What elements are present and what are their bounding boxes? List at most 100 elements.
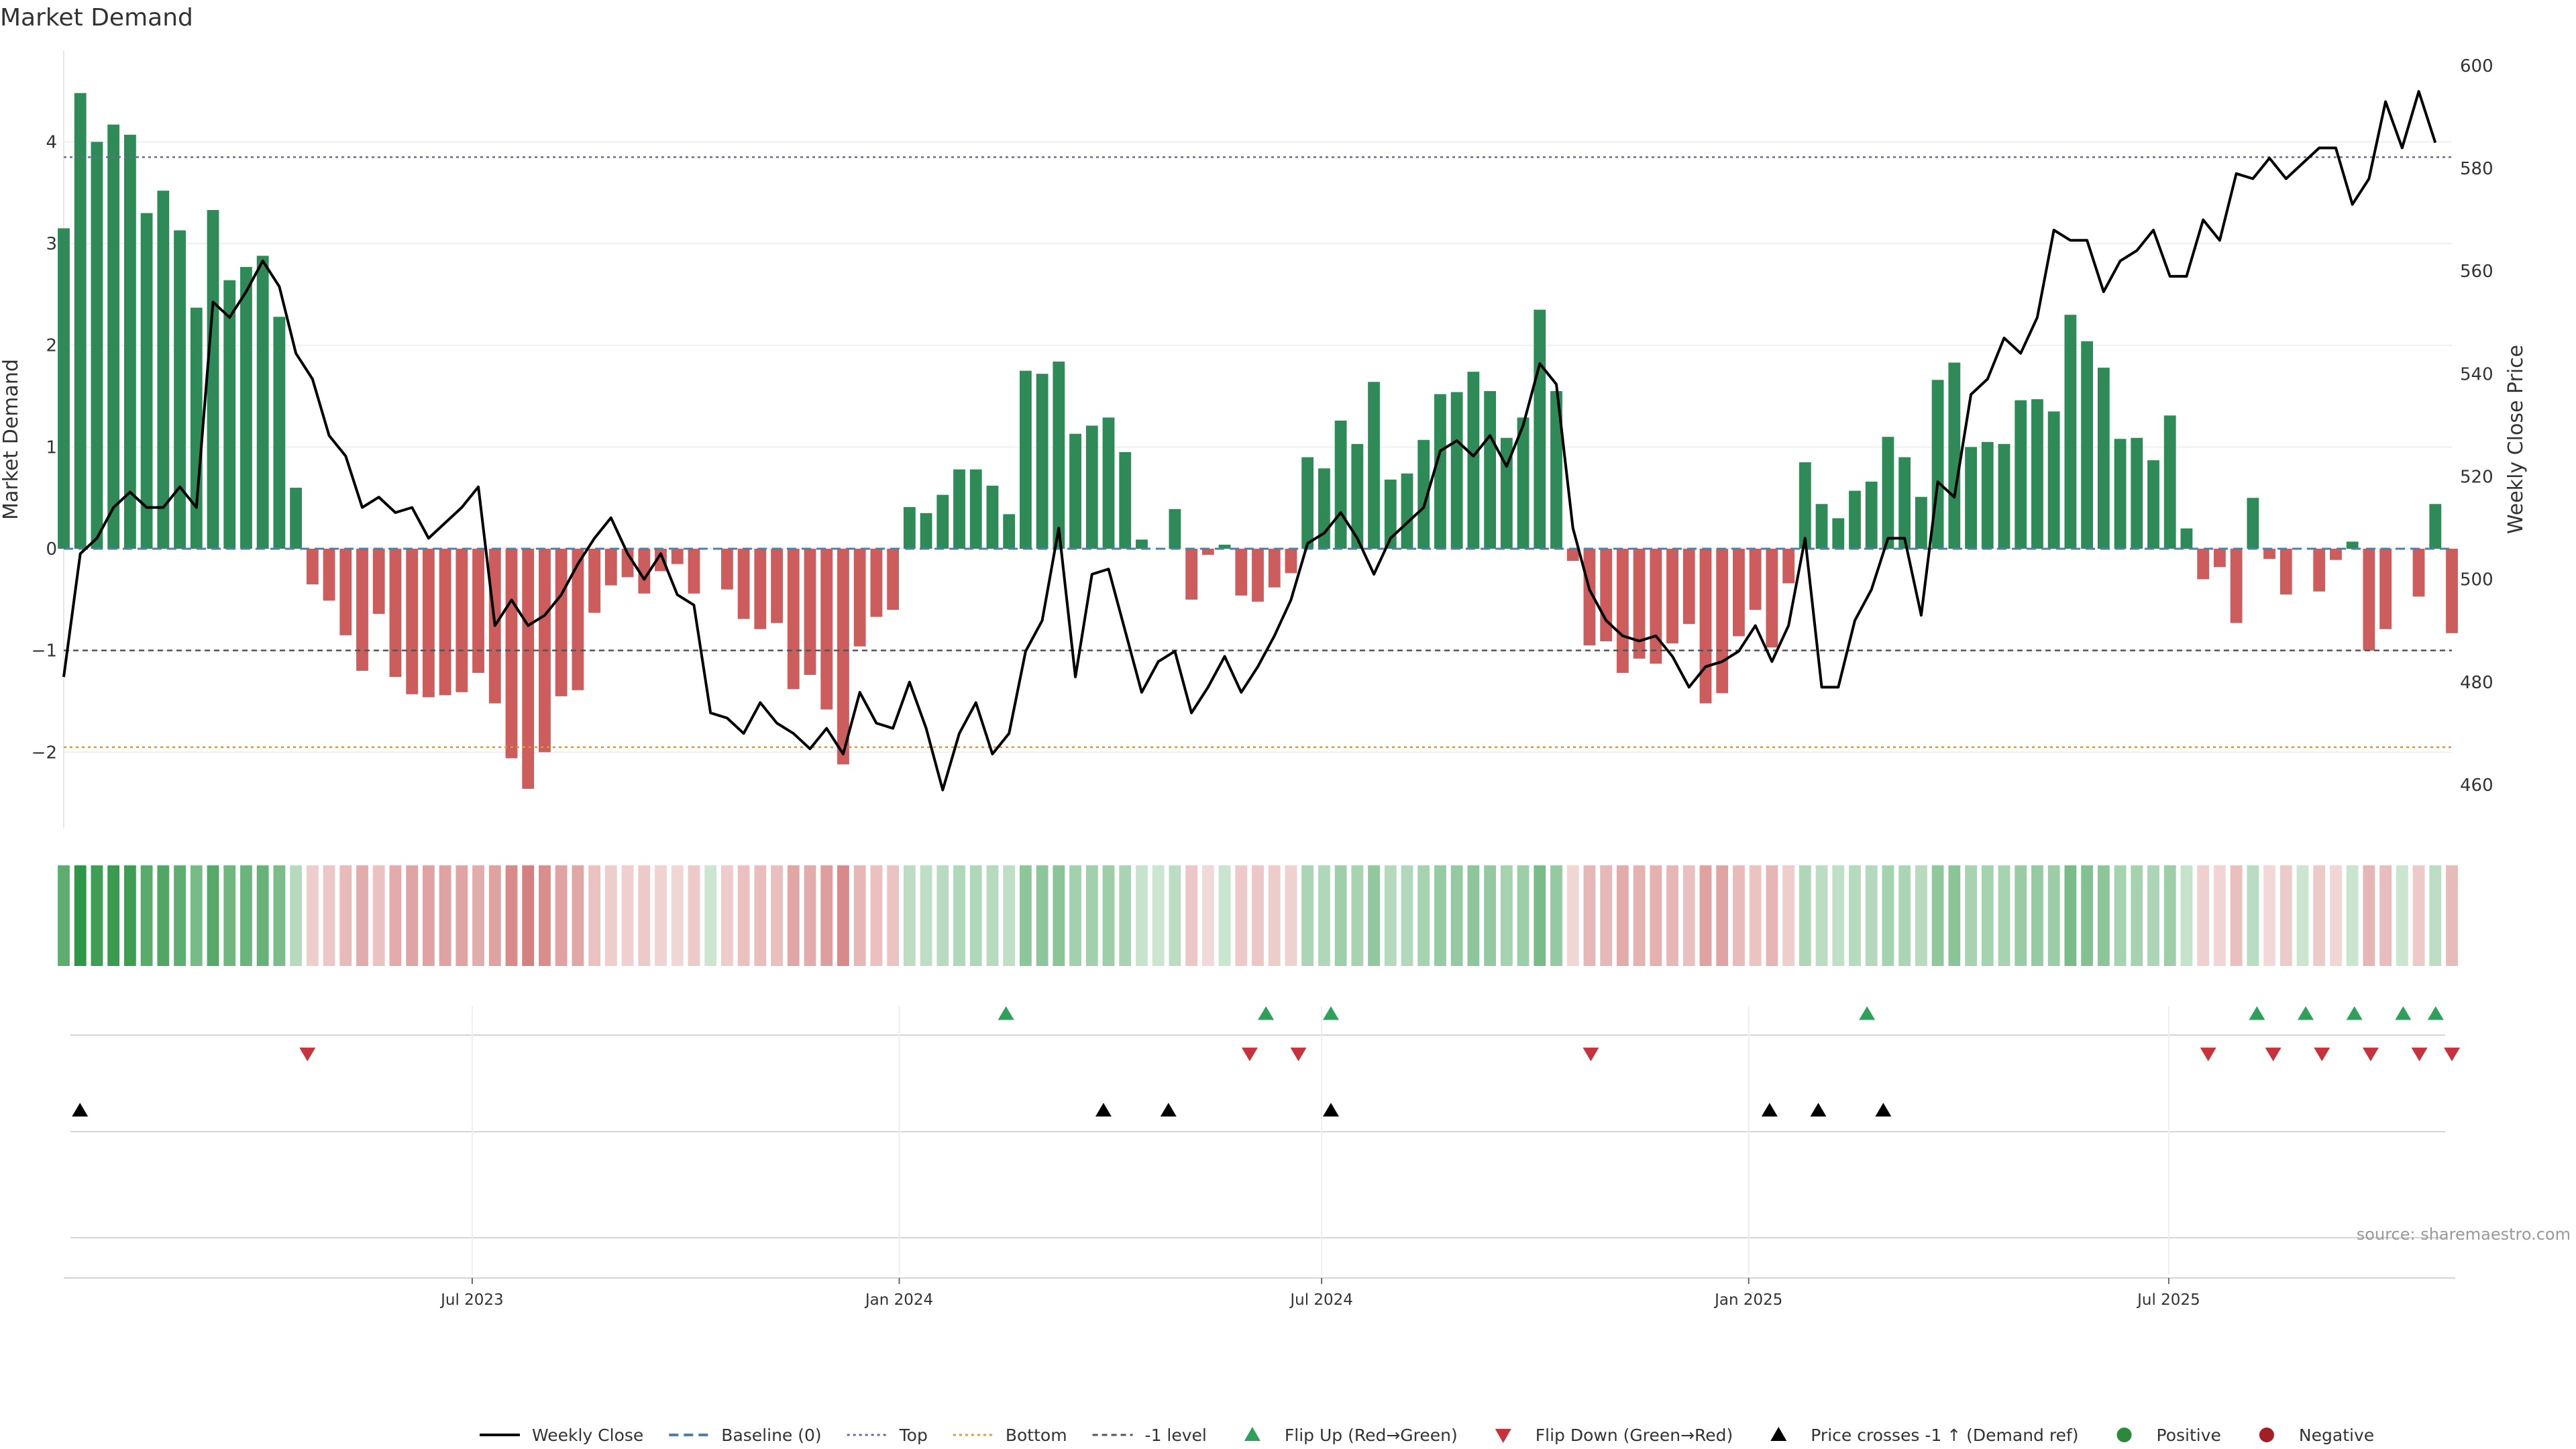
legend: Weekly Close Baseline (0) Top Bottom -1 leve… bbox=[480, 1426, 2374, 1445]
heat-cell bbox=[356, 865, 368, 966]
left-tick-label: 2 bbox=[46, 336, 57, 356]
heat-cell bbox=[422, 865, 435, 966]
x-tick-label: Jan 2025 bbox=[1713, 1291, 1782, 1309]
heat-cell bbox=[1318, 865, 1330, 966]
flip-down-marker bbox=[1290, 1047, 1307, 1061]
heat-cell bbox=[2330, 865, 2342, 966]
demand-bar bbox=[339, 549, 352, 635]
heat-cell bbox=[1799, 865, 1811, 966]
demand-bar bbox=[2279, 549, 2292, 595]
demand-bar bbox=[936, 494, 949, 549]
heat-cell bbox=[91, 865, 103, 966]
heat-cell bbox=[1733, 865, 1745, 966]
heat-cell bbox=[2363, 865, 2375, 966]
demand-bar bbox=[190, 307, 203, 549]
demand-bar bbox=[2330, 549, 2342, 560]
demand-bar bbox=[2429, 504, 2442, 549]
heat-cell bbox=[2429, 865, 2442, 966]
heat-cell bbox=[1600, 865, 1613, 966]
left-tick-label: 0 bbox=[46, 539, 57, 559]
legend-swatch-triangle-up bbox=[1770, 1427, 1787, 1441]
heat-cell bbox=[604, 865, 617, 966]
demand-bar bbox=[2313, 549, 2326, 592]
chart-title: Market Demand bbox=[0, 4, 193, 32]
heat-cell bbox=[58, 865, 70, 966]
demand-bar bbox=[1003, 514, 1016, 549]
heat-cell bbox=[157, 865, 170, 966]
heat-cell bbox=[1301, 865, 1314, 966]
heat-cell bbox=[1268, 865, 1281, 966]
flip-down-marker bbox=[2362, 1047, 2379, 1061]
heat-cell bbox=[1417, 865, 1430, 966]
demand-bar bbox=[522, 549, 535, 789]
right-tick-label: 460 bbox=[2460, 775, 2493, 796]
demand-bar bbox=[91, 142, 103, 549]
heat-cell bbox=[1119, 865, 1132, 966]
demand-bar bbox=[223, 280, 236, 549]
heat-cell bbox=[107, 865, 120, 966]
demand-bar bbox=[372, 549, 385, 614]
heat-cell bbox=[1285, 865, 1297, 966]
demand-bar bbox=[1136, 539, 1148, 549]
heat-cell bbox=[737, 865, 750, 966]
price-cross-marker bbox=[72, 1103, 89, 1117]
flip-up-marker bbox=[998, 1006, 1014, 1020]
demand-bar bbox=[174, 230, 186, 549]
price-cross-marker bbox=[1875, 1103, 1892, 1117]
demand-bar bbox=[2213, 549, 2226, 568]
demand-bar bbox=[1550, 390, 1562, 549]
price-cross-marker bbox=[1761, 1103, 1778, 1117]
heat-strip-panel bbox=[58, 865, 2458, 966]
heat-cell bbox=[1898, 865, 1911, 966]
demand-bar bbox=[2097, 368, 2110, 549]
demand-bar bbox=[2015, 400, 2027, 549]
demand-bar bbox=[1036, 374, 1049, 549]
heat-cell bbox=[1136, 865, 1148, 966]
legend-swatch-triangle-up bbox=[1244, 1427, 1260, 1441]
heat-cell bbox=[588, 865, 601, 966]
demand-bar bbox=[290, 488, 303, 549]
heat-cell bbox=[1085, 865, 1098, 966]
right-tick-label: 520 bbox=[2460, 468, 2493, 488]
legend-label: Bottom bbox=[1006, 1426, 1067, 1445]
flip-up-marker bbox=[2346, 1006, 2363, 1020]
heat-cell bbox=[190, 865, 203, 966]
heat-cell bbox=[389, 865, 402, 966]
demand-bar bbox=[1235, 549, 1248, 596]
heat-cell bbox=[986, 865, 999, 966]
demand-bar bbox=[1351, 443, 1364, 549]
demand-bar bbox=[2412, 549, 2425, 597]
heat-cell bbox=[2147, 865, 2159, 966]
heat-cell bbox=[969, 865, 982, 966]
demand-bar bbox=[1334, 420, 1347, 549]
heat-cell bbox=[1434, 865, 1446, 966]
heat-cell bbox=[1534, 865, 1546, 966]
heat-cell bbox=[1865, 865, 1878, 966]
demand-bar bbox=[472, 549, 484, 673]
demand-bar bbox=[1218, 544, 1231, 549]
flip-down-marker bbox=[1241, 1047, 1258, 1061]
demand-bar bbox=[455, 549, 468, 692]
heat-cell bbox=[638, 865, 651, 966]
right-tick-label: 600 bbox=[2460, 56, 2493, 76]
demand-bar bbox=[837, 549, 849, 765]
demand-bar bbox=[157, 191, 170, 549]
heat-cell bbox=[2279, 865, 2292, 966]
demand-bar bbox=[1384, 479, 1397, 549]
demand-bar bbox=[1450, 392, 1463, 549]
heat-cell bbox=[2247, 865, 2259, 966]
demand-bar bbox=[2247, 498, 2259, 549]
flip-down-marker bbox=[1582, 1047, 1599, 1061]
heat-cell bbox=[1384, 865, 1397, 966]
legend-swatch-triangle-down bbox=[1495, 1429, 1511, 1443]
heat-cell bbox=[1053, 865, 1065, 966]
price-cross-marker bbox=[1810, 1103, 1827, 1117]
demand-bar bbox=[1849, 490, 1861, 549]
heat-cell bbox=[1998, 865, 2010, 966]
price-cross-marker bbox=[1322, 1103, 1339, 1117]
demand-bar bbox=[1682, 549, 1695, 625]
legend-label: Positive bbox=[2157, 1426, 2221, 1445]
demand-bar bbox=[2446, 549, 2458, 633]
flip-up-marker bbox=[1258, 1006, 1275, 1020]
